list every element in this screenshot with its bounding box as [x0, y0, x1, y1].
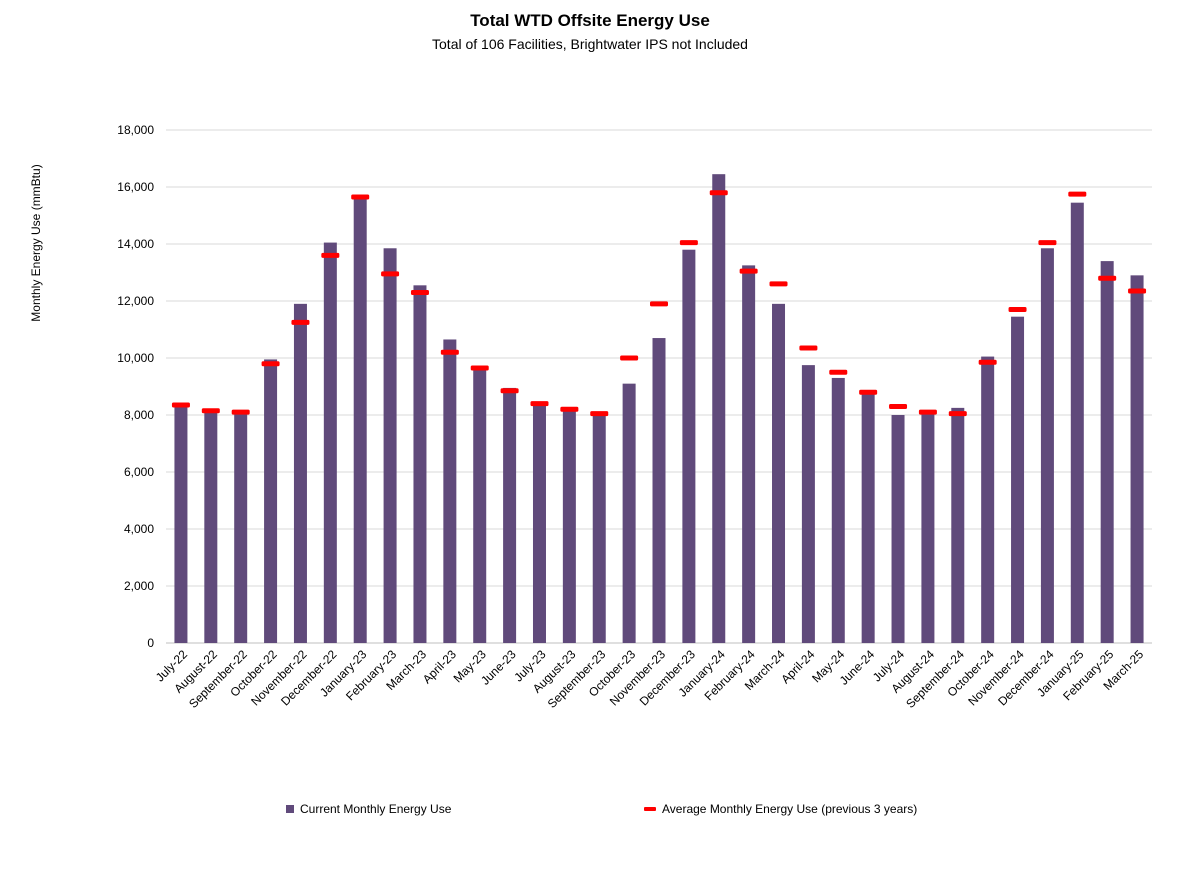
bar [383, 248, 397, 643]
average-marker [918, 409, 937, 415]
bar [1130, 275, 1144, 643]
average-marker [1128, 288, 1147, 294]
average-marker [291, 319, 310, 325]
bar [293, 303, 307, 643]
x-tick-label: April-24 [778, 647, 817, 686]
markers-average [171, 190, 1147, 417]
legend-swatch-average [644, 807, 656, 811]
average-marker [231, 409, 250, 415]
bar [712, 174, 726, 644]
average-marker [1098, 275, 1117, 281]
legend-label-current: Current Monthly Energy Use [300, 802, 452, 816]
average-marker [381, 271, 400, 277]
average-marker [978, 359, 997, 365]
legend-swatch-current [286, 805, 294, 813]
average-marker [171, 402, 190, 408]
y-tick-label: 6,000 [124, 465, 154, 479]
average-marker [351, 194, 370, 200]
bar [323, 242, 337, 643]
average-marker [799, 345, 818, 351]
y-tick-label: 14,000 [117, 237, 154, 251]
average-marker [261, 361, 280, 367]
bar [353, 196, 367, 643]
y-tick-label: 8,000 [124, 408, 154, 422]
legend-item-current: Current Monthly Energy Use [286, 802, 451, 816]
average-marker [440, 349, 459, 355]
average-marker [739, 268, 758, 274]
y-axis-ticks: 0 2,000 4,000 6,000 8,000 10,000 12,000 14,000 1… [117, 123, 154, 650]
y-tick-label: 4,000 [124, 522, 154, 536]
x-axis-ticks: July-22August-22September-22October-22No… [153, 647, 1147, 711]
bar [204, 410, 218, 643]
average-marker [470, 365, 489, 371]
average-marker [530, 401, 549, 407]
bar [1040, 248, 1054, 643]
chart-subtitle: Total of 106 Facilities, Brightwater IPS… [432, 36, 748, 52]
bars-current [174, 174, 1144, 644]
bar [951, 407, 965, 643]
bar [981, 356, 995, 643]
average-marker [410, 289, 429, 295]
average-marker [560, 406, 579, 412]
bar [1100, 261, 1114, 643]
bar [443, 339, 457, 643]
average-marker [1038, 240, 1057, 246]
legend-item-average: Average Monthly Energy Use (previous 3 y… [644, 802, 917, 816]
x-tick-label: April-23 [420, 647, 459, 686]
y-tick-label: 12,000 [117, 294, 154, 308]
bar [1011, 316, 1025, 643]
bar [174, 405, 188, 643]
average-marker [948, 411, 967, 417]
y-tick-label: 10,000 [117, 351, 154, 365]
bar [801, 365, 815, 643]
bar [1070, 202, 1084, 644]
bar [891, 415, 905, 643]
bar [622, 383, 636, 643]
average-marker [590, 411, 609, 417]
average-marker [829, 369, 848, 375]
bar [503, 387, 517, 643]
bar [861, 392, 875, 643]
average-marker [709, 190, 728, 196]
y-tick-label: 18,000 [117, 123, 154, 137]
bar [264, 359, 278, 643]
average-marker [650, 301, 668, 307]
y-axis-label: Monthly Energy Use (mmBtu) [29, 164, 43, 321]
bar [742, 265, 756, 643]
bar [831, 377, 845, 643]
legend-label-average: Average Monthly Energy Use (previous 3 y… [662, 802, 918, 816]
bar [772, 303, 786, 643]
y-tick-label: 0 [147, 636, 154, 650]
average-marker [679, 240, 698, 246]
bar [234, 412, 248, 643]
average-marker [1068, 191, 1087, 197]
average-marker [321, 252, 340, 258]
bar [532, 402, 546, 643]
average-marker [500, 388, 519, 394]
bar [413, 285, 427, 643]
chart-title: Total WTD Offsite Energy Use [470, 11, 710, 30]
bar [473, 367, 487, 643]
bar [592, 413, 606, 643]
average-marker [620, 355, 639, 361]
average-marker [1008, 307, 1027, 313]
bar [921, 410, 935, 643]
average-marker [859, 389, 878, 395]
y-tick-label: 2,000 [124, 579, 154, 593]
average-marker [769, 281, 788, 287]
bar [562, 409, 576, 643]
average-marker [889, 403, 908, 409]
bar [652, 338, 666, 643]
average-marker [201, 408, 220, 414]
bar [682, 249, 696, 643]
y-tick-label: 16,000 [117, 180, 154, 194]
